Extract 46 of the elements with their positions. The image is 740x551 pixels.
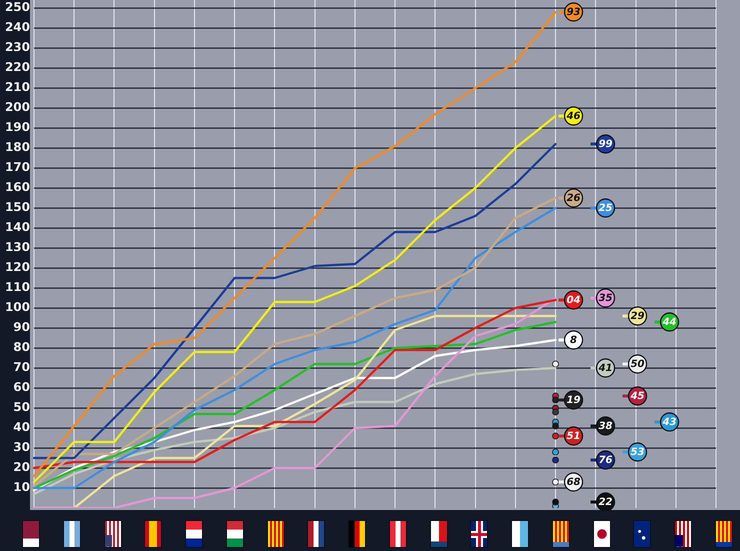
y-tick-label: 250 [4, 0, 30, 14]
y-tick-label: 210 [4, 80, 30, 94]
y-tick-label: 150 [4, 200, 30, 214]
y-tick-label: 170 [4, 160, 30, 174]
legend-label: 04 [566, 295, 581, 306]
y-tick-label: 130 [4, 240, 30, 254]
legend-label: 99 [598, 139, 613, 150]
y-tick-label: 40 [13, 420, 30, 434]
legend-label: 38 [598, 421, 613, 432]
y-tick-label: 50 [13, 400, 30, 414]
legend-label: 53 [630, 447, 645, 458]
y-tick-label: 240 [4, 20, 30, 34]
y-tick-label: 30 [13, 440, 30, 454]
y-tick-label: 160 [4, 180, 30, 194]
y-tick-label: 70 [13, 360, 30, 374]
legend-label: 51 [566, 431, 580, 442]
legend-label: 76 [598, 455, 613, 466]
legend-label: 35 [598, 293, 613, 304]
legend-label: 46 [566, 111, 581, 122]
legend-label: 41 [598, 363, 612, 374]
legend-label: 22 [598, 497, 613, 508]
y-tick-label: 10 [13, 480, 30, 494]
legend-label: 19 [566, 395, 581, 406]
y-tick-label: 20 [13, 460, 30, 474]
legend-label: 50 [630, 359, 645, 370]
y-tick-label: 60 [13, 380, 30, 394]
legend-label: 29 [630, 311, 645, 322]
legend-label: 68 [566, 477, 581, 488]
y-tick-label: 90 [13, 320, 30, 334]
y-tick-label: 120 [4, 260, 30, 274]
y-tick-label: 180 [4, 140, 30, 154]
legend-label: 45 [630, 391, 645, 402]
y-tick-label: 200 [4, 100, 30, 114]
legend-label: 25 [598, 203, 613, 214]
y-tick-label: 110 [4, 280, 30, 294]
legend-label: 43 [662, 417, 677, 428]
legend-label: 44 [662, 317, 677, 328]
legend-label: 8 [570, 335, 578, 346]
y-tick-label: 190 [4, 120, 30, 134]
y-tick-label: 220 [4, 60, 30, 74]
y-tick-label: 100 [4, 300, 30, 314]
y-tick-label: 230 [4, 40, 30, 54]
y-tick-label: 80 [13, 340, 30, 354]
legend-label: 93 [566, 7, 581, 18]
legend-label: 26 [566, 193, 581, 204]
y-tick-label: 140 [4, 220, 30, 234]
